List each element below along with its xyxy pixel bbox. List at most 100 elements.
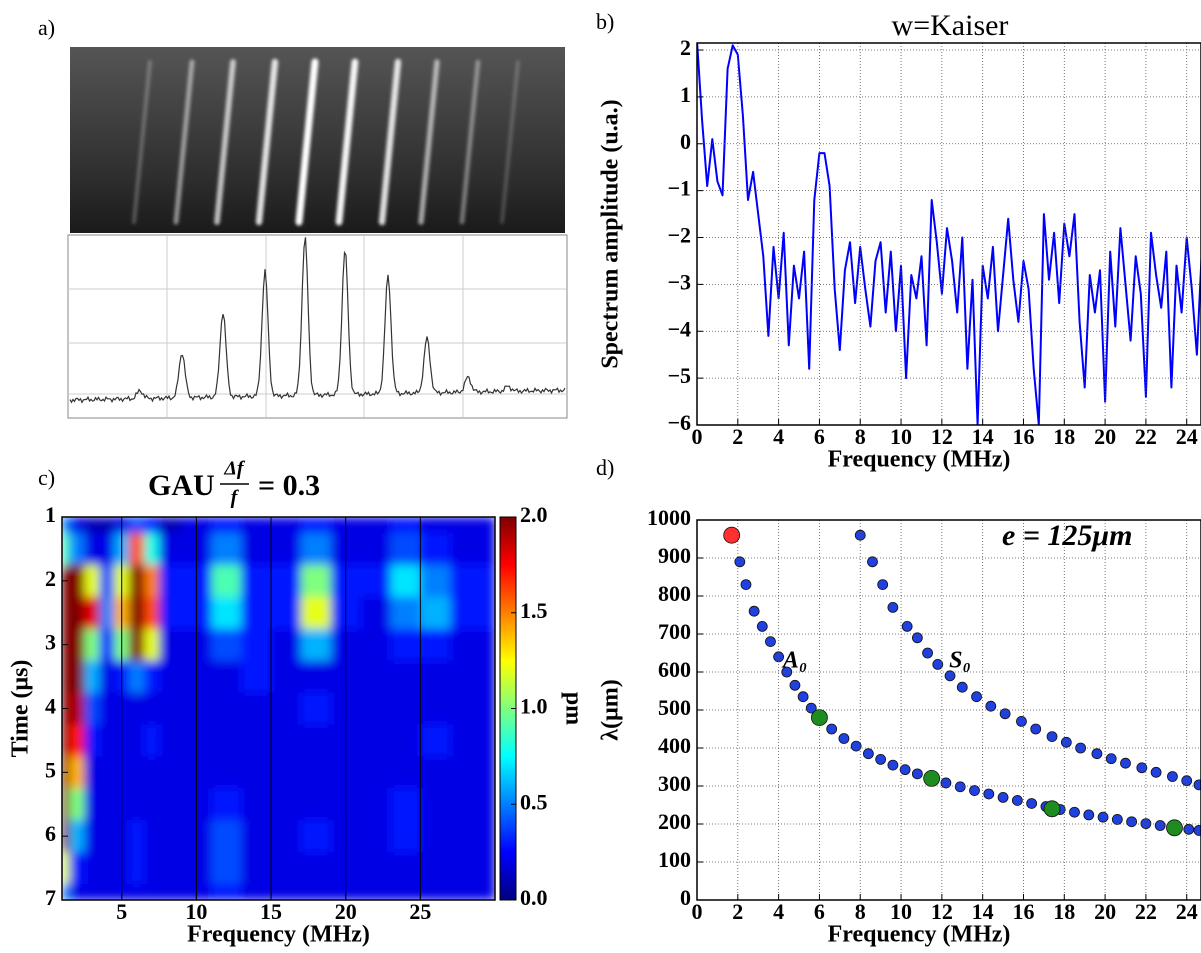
- heat-cell: [450, 596, 495, 630]
- heat-cell: [300, 756, 332, 789]
- heat-cell: [241, 517, 272, 534]
- y-tick-label: 6: [45, 821, 56, 846]
- streak: [132, 60, 152, 224]
- heat-cell: [99, 564, 115, 598]
- panel-label: a): [38, 15, 55, 40]
- heat-cell: [271, 660, 302, 694]
- heat-cell: [420, 564, 451, 598]
- heat-cell: [390, 532, 421, 566]
- point: [723, 526, 741, 544]
- streak: [255, 58, 279, 226]
- heat-cell: [450, 532, 495, 566]
- heat-cell: [84, 852, 100, 885]
- heat-cell: [450, 564, 495, 598]
- y-tick-label: 600: [658, 657, 691, 682]
- heat-cell: [69, 596, 85, 630]
- heat-cell: [99, 724, 115, 757]
- series-label: S₀: [949, 648, 971, 674]
- heat-cell: [300, 884, 332, 900]
- point: [1030, 723, 1042, 735]
- heat-cell: [271, 820, 302, 853]
- heat-cell: [84, 628, 100, 662]
- x-tick-label: 18: [1053, 899, 1075, 924]
- y-tick-label: 800: [658, 581, 691, 606]
- heat-cell: [360, 884, 391, 900]
- heat-cell: [62, 660, 70, 694]
- y-tick-label: 400: [658, 733, 691, 758]
- x-tick-label: 4: [773, 424, 784, 449]
- y-tick-label: 2: [45, 566, 56, 591]
- panel-label: b): [596, 9, 614, 34]
- heat-cell: [84, 596, 100, 630]
- heat-cell: [69, 517, 85, 534]
- point: [1126, 816, 1138, 828]
- annotation: e = 125μm: [1002, 519, 1132, 552]
- heat-cell: [271, 884, 302, 900]
- x-tick-label: 15: [260, 899, 282, 924]
- heat-cell: [300, 692, 332, 725]
- y-tick-label: 100: [658, 847, 691, 872]
- heat-cell: [450, 820, 495, 853]
- y-tick-label: 4: [45, 694, 56, 719]
- title-denominator: f: [231, 487, 240, 509]
- x-tick-label: 0: [692, 424, 703, 449]
- heat-cell: [159, 660, 182, 694]
- heat-cell: [420, 852, 451, 885]
- heat-cell: [450, 628, 495, 662]
- heat-cell: [390, 852, 421, 885]
- heat-cell: [271, 692, 302, 725]
- heat-cell: [300, 517, 332, 534]
- point: [944, 670, 956, 682]
- heat-cell: [390, 724, 421, 757]
- y-tick-label: 5: [45, 757, 56, 782]
- heat-cell: [159, 724, 182, 757]
- heat-cell: [159, 596, 182, 630]
- heat-cell: [271, 852, 302, 885]
- heat-cell: [241, 532, 272, 566]
- heat-cell: [450, 517, 495, 534]
- point: [875, 754, 887, 765]
- point: [983, 788, 995, 800]
- heat-cell: [420, 628, 451, 662]
- point: [901, 621, 913, 632]
- plot-frame: [696, 42, 1201, 426]
- point: [899, 764, 911, 776]
- heat-cell: [360, 756, 391, 789]
- title-suffix: = 0.3: [258, 469, 320, 502]
- heat-cell: [360, 724, 391, 757]
- heat-cell: [420, 820, 451, 853]
- title-numerator: Δf: [223, 458, 246, 480]
- heat-cell: [211, 564, 242, 598]
- heat-cell: [271, 532, 302, 566]
- point: [1011, 795, 1023, 806]
- x-tick-label: 24: [1176, 424, 1198, 449]
- y-tick-label: 700: [658, 619, 691, 644]
- heat-cell: [300, 660, 332, 694]
- x-tick-label: 18: [1053, 424, 1075, 449]
- heat-cell: [450, 660, 495, 694]
- heat-cell: [360, 532, 391, 566]
- heat-cell: [144, 788, 160, 821]
- panel-label: c): [38, 465, 55, 490]
- point: [1166, 819, 1183, 837]
- heat-cell: [129, 820, 145, 853]
- heat-cell: [144, 724, 160, 757]
- x-tick-label: 8: [855, 899, 866, 924]
- heat-cell: [450, 692, 495, 725]
- plot-area: [62, 517, 495, 900]
- heat-cell: [129, 517, 145, 534]
- heat-cell: [99, 596, 115, 630]
- heat-cell: [390, 692, 421, 725]
- streak: [295, 58, 319, 226]
- heat-cell: [159, 564, 182, 598]
- heat-cell: [129, 660, 145, 694]
- heat-cell: [129, 564, 145, 598]
- heat-cell: [211, 820, 242, 853]
- point: [1043, 800, 1061, 818]
- heat-cell: [300, 852, 332, 885]
- heat-cell: [84, 532, 100, 566]
- y-axis-label: Spectrum amplitude (u.a.): [598, 99, 624, 368]
- heat-cell: [420, 756, 451, 789]
- point: [1183, 823, 1195, 835]
